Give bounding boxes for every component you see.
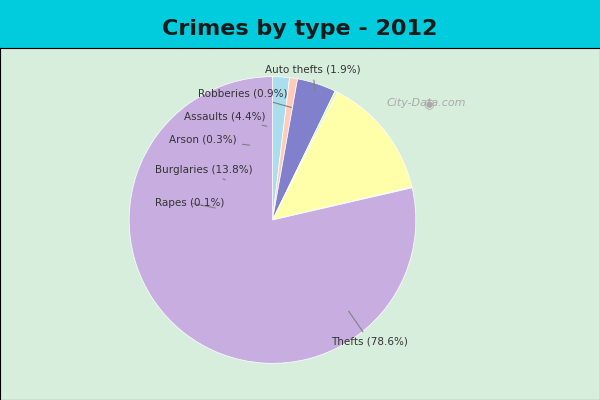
Wedge shape <box>272 79 335 220</box>
Text: City-Data.com: City-Data.com <box>386 98 466 108</box>
Wedge shape <box>272 92 412 220</box>
Text: Arson (0.3%): Arson (0.3%) <box>169 135 250 145</box>
Wedge shape <box>129 77 416 363</box>
Wedge shape <box>272 77 290 220</box>
Text: ◉: ◉ <box>423 98 434 111</box>
Text: Thefts (78.6%): Thefts (78.6%) <box>332 311 409 347</box>
Text: Crimes by type - 2012: Crimes by type - 2012 <box>163 19 437 39</box>
Wedge shape <box>272 187 412 220</box>
Wedge shape <box>272 91 338 220</box>
Text: Rapes (0.1%): Rapes (0.1%) <box>155 198 224 208</box>
Wedge shape <box>272 78 298 220</box>
Text: Burglaries (13.8%): Burglaries (13.8%) <box>155 165 253 180</box>
Text: Robberies (0.9%): Robberies (0.9%) <box>198 89 292 108</box>
Text: Auto thefts (1.9%): Auto thefts (1.9%) <box>265 64 361 91</box>
Text: Assaults (4.4%): Assaults (4.4%) <box>184 112 267 126</box>
